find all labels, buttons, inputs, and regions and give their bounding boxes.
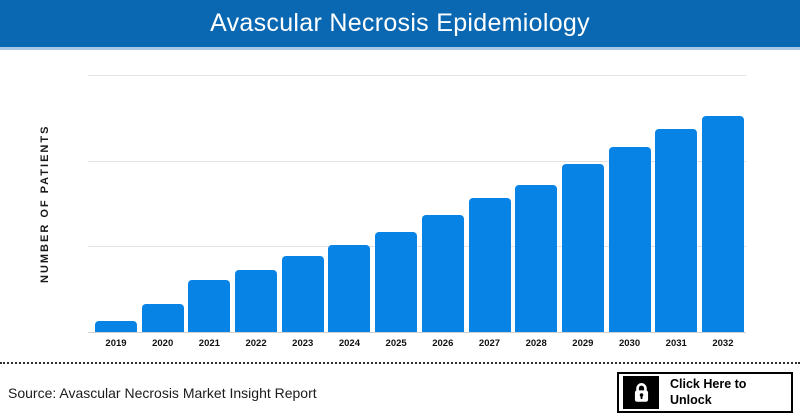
bar-2023 (281, 255, 324, 332)
x-tick-label: 2031 (665, 338, 687, 349)
bar-column: 2027 (468, 75, 511, 349)
bar-2025 (375, 231, 418, 332)
unlock-button-label-line2: Unlock (670, 392, 712, 407)
x-tick-label: 2024 (338, 338, 361, 349)
bar-2020 (141, 303, 184, 332)
x-tick-label: 2022 (245, 338, 267, 349)
x-tick-label: 2019 (105, 338, 127, 349)
unlock-button-label: Click Here to Unlock (659, 376, 746, 409)
bar-2022 (235, 270, 278, 332)
bar-2029 (561, 164, 604, 332)
lock-icon (634, 382, 648, 402)
bar-column: 2019 (95, 75, 137, 349)
source-note: Source: Avascular Necrosis Market Insigh… (8, 385, 317, 401)
bar-2031 (655, 128, 698, 332)
x-tick-label: 2027 (478, 338, 501, 349)
bar-2030 (608, 146, 651, 332)
bar-column: 2030 (608, 75, 651, 349)
x-tick-label: 2028 (525, 338, 547, 349)
plot-area: 2019 2020 2021 2022 2023 2024 2025 2026 2027 2028… (88, 75, 746, 349)
x-tick-label: 2021 (198, 338, 220, 349)
x-tick-label: 2029 (572, 338, 594, 349)
x-tick-label: 2020 (152, 338, 174, 349)
bar-column: 2021 (188, 75, 231, 349)
bar-2027 (468, 198, 511, 332)
bar-column: 2029 (561, 75, 604, 349)
bar-2021 (188, 279, 231, 332)
bar-column: 2022 (235, 75, 278, 349)
bar-column: 2031 (655, 75, 698, 349)
chart-title: Avascular Necrosis Epidemiology (210, 9, 590, 37)
x-tick-label: 2026 (432, 338, 454, 349)
bar-2019 (95, 320, 137, 332)
gridline (88, 160, 746, 162)
header-banner: Avascular Necrosis Epidemiology (0, 0, 800, 50)
x-tick-label: 2030 (618, 338, 641, 349)
y-axis-label: NUMBER OF PATIENTS (39, 124, 51, 283)
dotted-divider (0, 362, 800, 364)
gridline (88, 75, 746, 76)
bar-column: 2028 (515, 75, 558, 349)
bar-2026 (421, 214, 464, 332)
unlock-button[interactable]: Click Here to Unlock (617, 372, 793, 413)
bar-column: 2025 (375, 75, 418, 349)
bar-column: 2026 (421, 75, 464, 349)
bar-2024 (328, 244, 371, 332)
x-tick-label: 2025 (385, 338, 407, 349)
lock-icon-block (623, 376, 659, 409)
x-tick-label: 2032 (712, 338, 734, 349)
bar-column: 2020 (141, 75, 184, 349)
bars: 2019 2020 2021 2022 2023 2024 2025 2026 2027 2028… (95, 75, 744, 349)
bar-column: 2023 (281, 75, 324, 349)
bar-column: 2024 (328, 75, 371, 349)
bar-column: 2032 (701, 75, 744, 349)
unlock-button-label-line1: Click Here to (670, 376, 747, 391)
bar-2028 (515, 184, 558, 332)
x-tick-label: 2023 (292, 338, 314, 349)
bar-2032 (701, 116, 744, 332)
